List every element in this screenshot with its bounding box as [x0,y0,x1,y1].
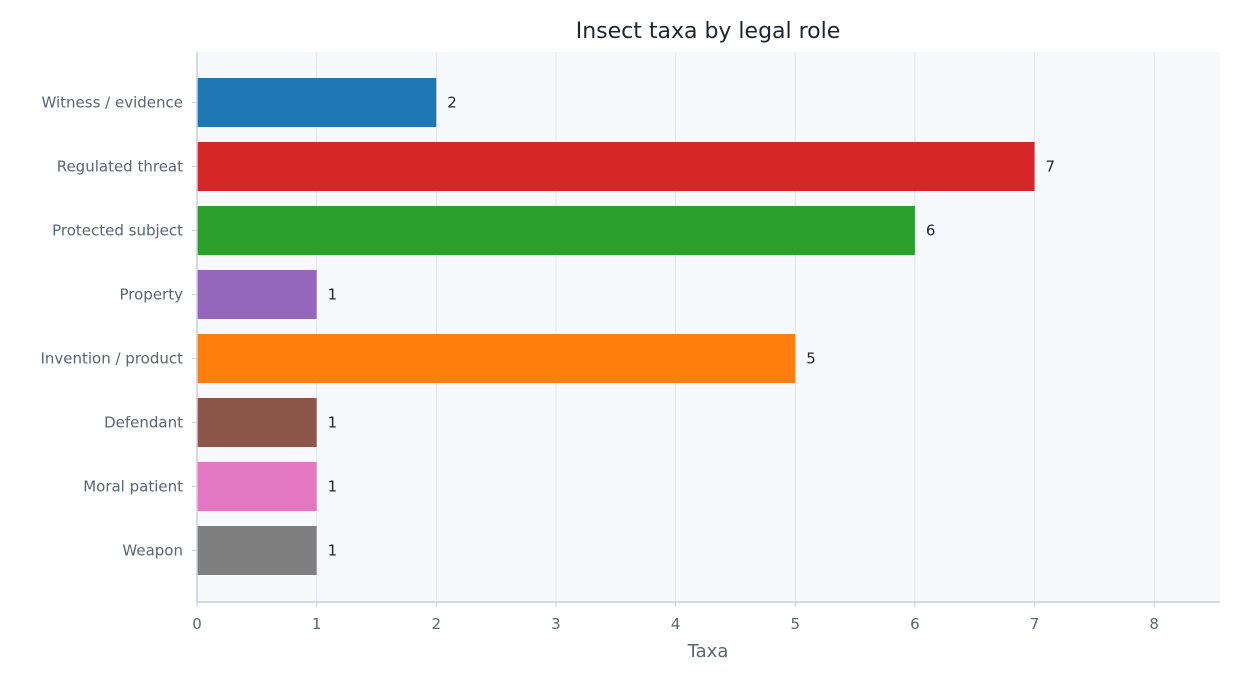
data-label: 1 [328,414,338,432]
data-label: 1 [328,478,338,496]
y-tick-label: Defendant [104,414,183,432]
data-label: 1 [328,286,338,304]
data-label: 2 [447,94,457,112]
data-label: 7 [1046,158,1056,176]
axes: Witness / evidence Regulated threat Protec… [40,52,1220,633]
y-tick-label: Property [120,286,184,304]
data-label: 5 [806,350,816,368]
plot-area [197,52,1220,602]
x-tick-label: 3 [551,615,561,633]
bar-defendant [197,398,317,447]
x-tick-label: 8 [1149,615,1159,633]
data-label: 6 [926,222,936,240]
bar-regulated-threat [197,142,1035,191]
bar-witness-evidence [197,78,437,127]
x-tick-label: 7 [1030,615,1040,633]
y-tick-label: Witness / evidence [41,94,183,112]
data-label: 1 [328,542,338,560]
x-tick-label: 4 [671,615,681,633]
bar-weapon [197,526,317,575]
y-tick-label: Invention / product [40,350,183,368]
bar-invention-product [197,334,796,383]
y-tick-label: Regulated threat [57,158,183,176]
x-tick-label: 6 [910,615,920,633]
bar-property [197,270,317,319]
x-tick-label: 2 [432,615,442,633]
chart-title: Insect taxa by legal role [576,19,841,44]
bars: 2 7 6 1 5 1 1 1 [197,78,1055,575]
x-tick-label: 1 [312,615,322,633]
y-tick-label: Moral patient [83,478,183,496]
x-tick-label: 0 [192,615,202,633]
x-axis-title: Taxa [687,641,729,662]
y-tick-label: Weapon [122,542,183,560]
x-tick-label: 5 [790,615,800,633]
bar-moral-patient [197,462,317,511]
bar-protected-subject [197,206,915,255]
y-tick-label: Protected subject [52,222,183,240]
